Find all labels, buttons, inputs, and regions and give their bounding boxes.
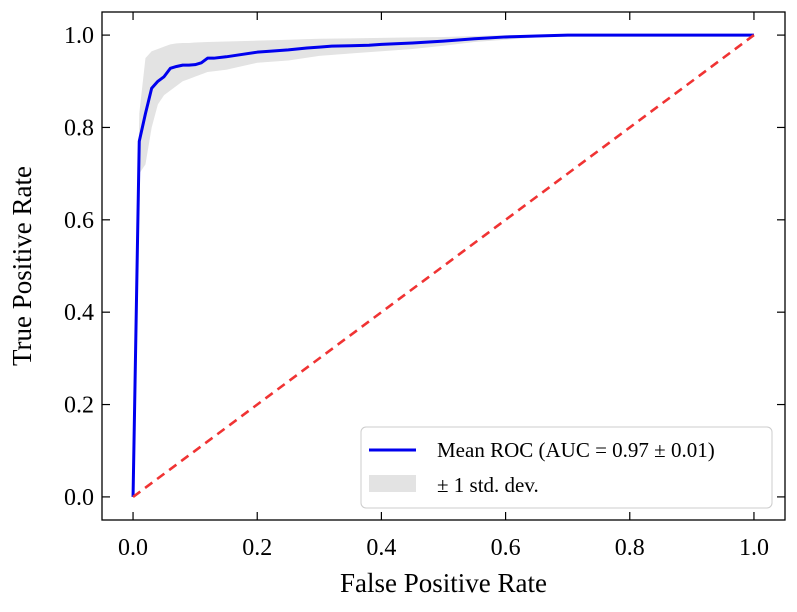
legend-mean-roc-label: Mean ROC (AUC = 0.97 ± 0.01) (437, 438, 715, 462)
y-tick-label: 0.2 (64, 393, 94, 419)
legend-std-swatch (369, 475, 416, 492)
x-tick-label: 1.0 (739, 535, 769, 561)
mean-roc-line (131, 33, 754, 497)
x-tick-label: 0.4 (366, 535, 396, 561)
x-axis-ticks: 0.0 0.2 0.4 0.6 0.8 1.0 (118, 12, 769, 561)
chance-diagonal-line (132, 34, 755, 498)
y-tick-label: 0.4 (64, 300, 94, 326)
y-tick-label: 0.0 (64, 485, 94, 511)
legend-std-label: ± 1 std. dev. (437, 473, 539, 497)
y-axis-label: True Positive Rate (7, 166, 37, 366)
legend: Mean ROC (AUC = 0.97 ± 0.01) ± 1 std. de… (360, 426, 773, 509)
y-axis-ticks: 0.0 0.2 0.4 0.6 0.8 1.0 (64, 23, 785, 511)
y-tick-label: 0.6 (64, 208, 94, 234)
x-tick-label: 0.6 (491, 535, 521, 561)
x-tick-label: 0.2 (242, 535, 272, 561)
legend-box (360, 426, 773, 509)
y-tick-label: 0.8 (64, 115, 94, 141)
series-layer (131, 33, 755, 498)
x-tick-label: 0.8 (615, 535, 645, 561)
plot-frame (101, 11, 786, 521)
x-axis-label: False Positive Rate (340, 568, 547, 598)
x-tick-label: 0.0 (118, 535, 148, 561)
y-tick-label: 1.0 (64, 23, 94, 49)
